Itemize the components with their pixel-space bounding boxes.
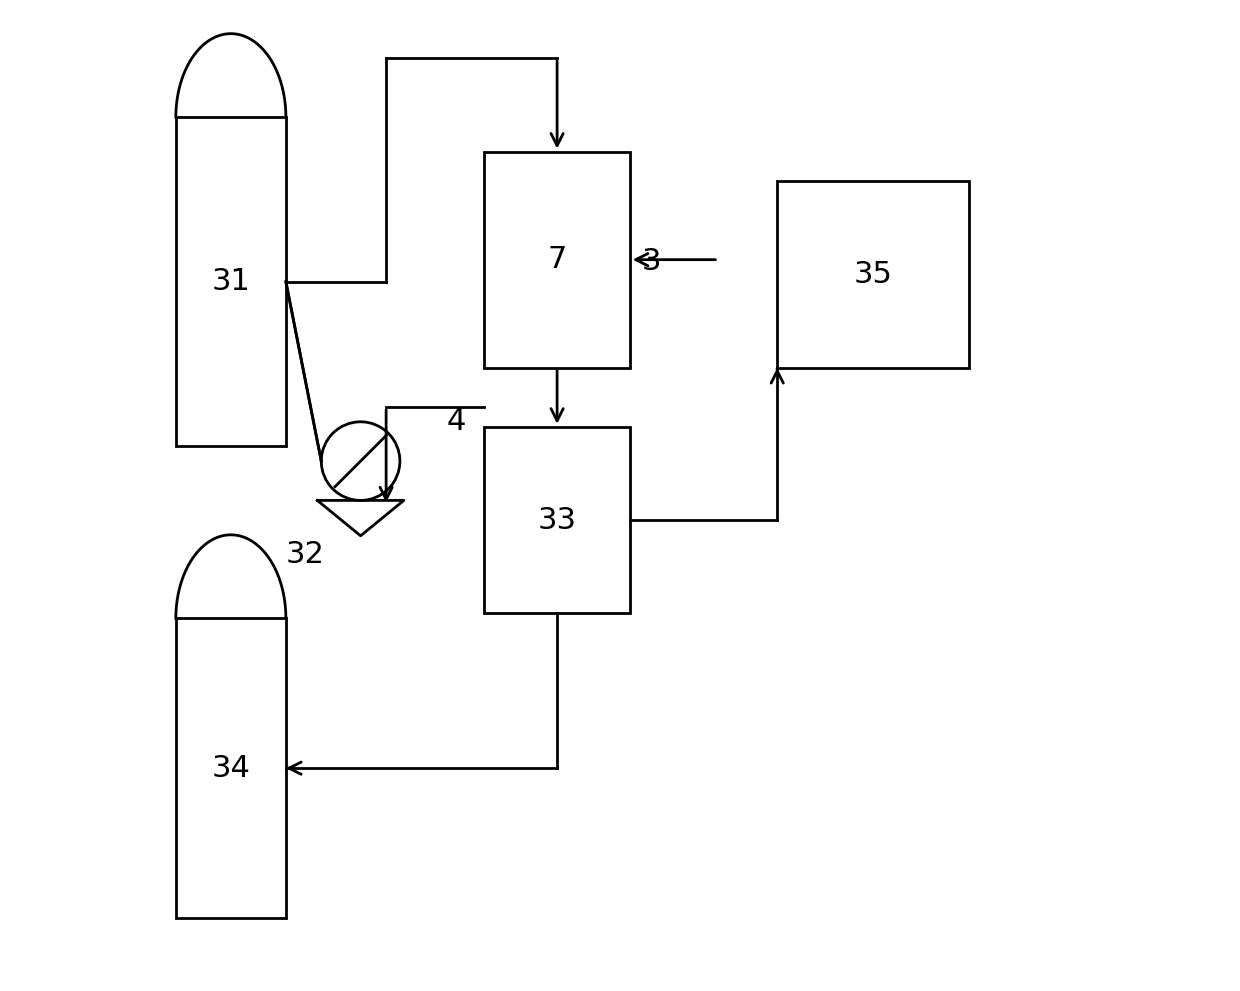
Text: 4: 4	[446, 407, 465, 436]
Bar	[485, 152, 630, 368]
Text: 35: 35	[853, 260, 893, 289]
Bar	[777, 181, 968, 368]
Bar	[485, 427, 630, 613]
Text: 32: 32	[286, 540, 325, 569]
Text: 3: 3	[641, 247, 661, 276]
Text: 7: 7	[547, 245, 567, 275]
Text: 31: 31	[212, 268, 250, 296]
Bar	[176, 117, 286, 446]
Bar	[176, 618, 286, 918]
Text: 33: 33	[538, 505, 577, 534]
Text: 34: 34	[212, 754, 250, 783]
